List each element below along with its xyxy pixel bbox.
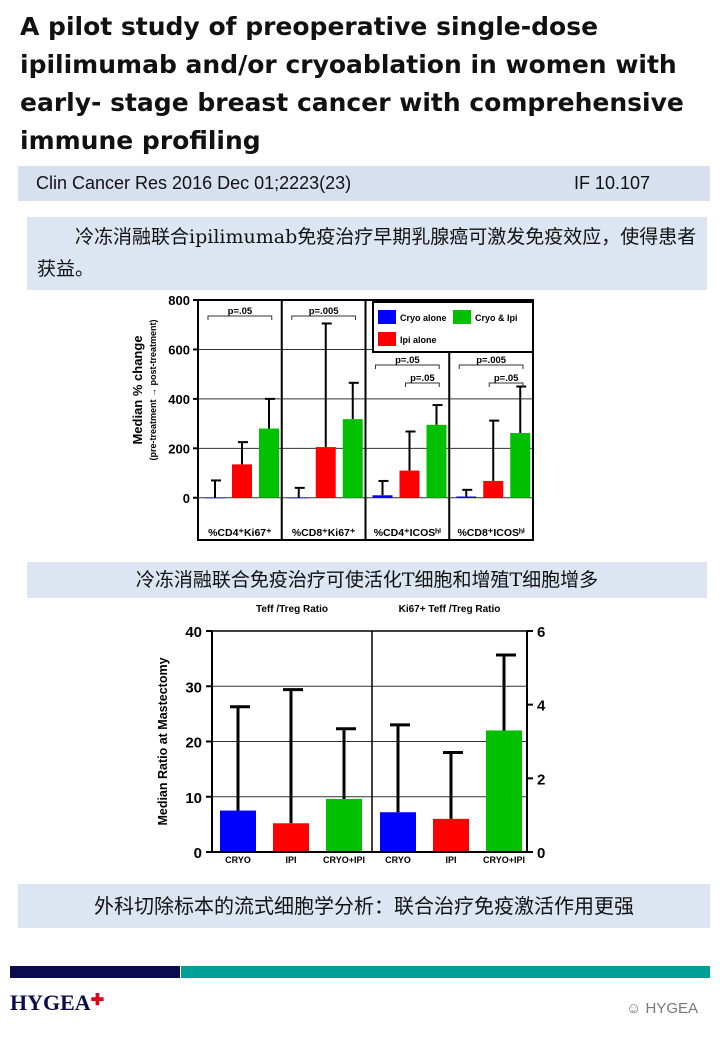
category-label: %CD8⁺ICOSʰⁱ	[457, 526, 524, 539]
citation-bar: Clin Cancer Res 2016 Dec 01;2223(23) IF …	[18, 166, 710, 201]
bar-cryo-ipi	[342, 419, 363, 498]
category-label: %CD4⁺Ki67⁺	[208, 527, 272, 539]
footer-bar-navy	[10, 966, 180, 978]
bar-cryo-alone	[372, 495, 393, 498]
bar-ipi-alone	[232, 464, 252, 498]
category-label: IPI	[285, 855, 296, 865]
p-value-label: p=.005	[476, 355, 507, 366]
bar-cryo-ipi	[259, 428, 279, 498]
wechat-icon: ☺	[626, 1000, 646, 1017]
y-axis-label: Median Ratio at Mastectomy	[156, 657, 170, 825]
legend-box	[372, 301, 534, 353]
legend-swatch	[453, 310, 471, 324]
footer-bar-teal	[181, 966, 710, 978]
y-tick-label: 0	[194, 845, 202, 862]
legend-label: Cryo alone	[400, 313, 447, 323]
p-value-label: p=.005	[309, 306, 340, 317]
bar	[326, 798, 362, 852]
y-axis-label: Median % change	[130, 335, 145, 444]
legend-swatch	[378, 310, 396, 324]
chart-median-change: 0 200 400 600 800 Median % change (pre-treatme…	[130, 293, 534, 541]
bar-ipi-alone	[483, 480, 504, 498]
p-value-label: p=.05	[494, 373, 519, 384]
significance-bracket	[375, 364, 440, 369]
y-tick-label: 200	[168, 441, 190, 456]
y-tick-label: 30	[185, 679, 202, 696]
bar-cryo-alone	[288, 497, 309, 499]
panel-title: Teff /Treg Ratio	[256, 604, 328, 615]
y-tick-label: 800	[168, 293, 190, 308]
legend-swatch	[378, 332, 396, 346]
bar	[273, 823, 309, 852]
watermark-text: HYGEA	[645, 1000, 698, 1017]
category-label: %CD4⁺ICOSʰⁱ	[374, 526, 441, 539]
category-label: CRYO+IPI	[483, 855, 525, 865]
y-tick-label: 400	[168, 392, 190, 407]
y2-tick-label: 6	[537, 624, 545, 641]
bar-ipi-alone	[315, 447, 336, 498]
red-cross-icon: ✚	[90, 992, 105, 1009]
p-value-label: p=.05	[395, 355, 420, 366]
bar	[220, 810, 256, 852]
category-label: CRYO	[385, 855, 411, 865]
y-tick-label: 600	[168, 342, 190, 357]
legend-label: Cryo & Ipi	[475, 313, 518, 323]
panel-title: Ki67+ Teff /Treg Ratio	[399, 604, 501, 615]
caption-2: 冷冻消融联合免疫治疗可使活化T细胞和增殖T细胞增多	[27, 562, 707, 598]
y-axis-sublabel: (pre-treatment → post-treatment)	[148, 319, 158, 460]
category-label: CRYO	[225, 855, 251, 865]
p-value-label: p=.05	[410, 373, 435, 384]
caption-1: 冷冻消融联合ipilimumab免疫治疗早期乳腺癌可激发免疫效应，使得患者获益。	[27, 217, 707, 290]
logo-text: HYGEA	[10, 990, 91, 1015]
y-tick-label: 0	[183, 491, 190, 506]
caption-3: 外科切除标本的流式细胞学分析：联合治疗免疫激活作用更强	[18, 884, 710, 928]
y-tick-label: 40	[185, 624, 202, 641]
y2-tick-label: 2	[537, 771, 545, 788]
category-label: CRYO+IPI	[323, 855, 365, 865]
significance-bracket	[291, 315, 356, 320]
bar	[433, 818, 469, 852]
bar-ipi-alone	[399, 470, 420, 498]
bar	[380, 812, 416, 852]
journal-citation: Clin Cancer Res 2016 Dec 01;2223(23)	[36, 173, 352, 193]
bar	[486, 730, 522, 852]
significance-bracket	[488, 382, 524, 387]
y-tick-label: 10	[185, 790, 202, 807]
chart-teff-treg-ratio: 0 10 20 30 40 0 2 4 6 Median Ratio at Mastectomy T…	[156, 604, 546, 865]
y-tick-label: 20	[185, 735, 202, 752]
p-value-label: p=.05	[228, 306, 253, 317]
page-title: A pilot study of preoperative single-dos…	[20, 12, 684, 155]
axes	[211, 631, 528, 853]
significance-bracket	[207, 315, 273, 320]
significance-bracket	[405, 382, 440, 387]
impact-factor: IF 10.107	[573, 173, 650, 193]
bar-cryo-ipi	[510, 432, 531, 498]
bar-cryo-alone	[456, 496, 477, 498]
legend-label: Ipi alone	[400, 335, 437, 345]
y2-tick-label: 0	[537, 845, 545, 862]
category-label: IPI	[445, 855, 456, 865]
hygea-logo: HYGEA✚	[10, 990, 104, 1016]
category-label: %CD8⁺Ki67⁺	[292, 527, 356, 539]
bar-cryo-alone	[205, 497, 225, 499]
y2-tick-label: 4	[537, 698, 546, 715]
significance-bracket	[458, 364, 524, 369]
bar-cryo-ipi	[426, 424, 447, 498]
plot-frame	[197, 299, 534, 541]
watermark: ☺ HYGEA	[626, 1000, 698, 1017]
